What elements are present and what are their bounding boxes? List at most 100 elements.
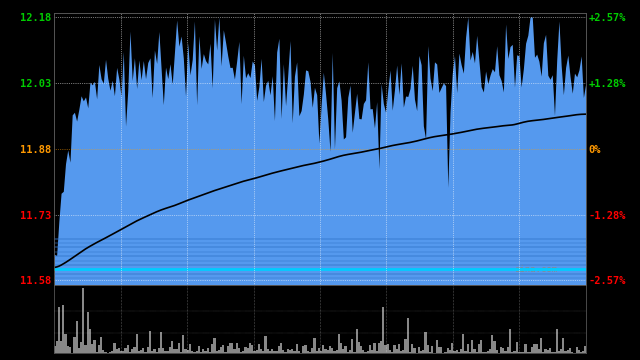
Bar: [127, 345, 129, 353]
Bar: [493, 341, 495, 353]
Bar: [371, 350, 373, 353]
Bar: [396, 349, 398, 353]
Bar: [500, 347, 502, 353]
Bar: [173, 349, 175, 353]
Bar: [53, 346, 56, 353]
Bar: [249, 343, 251, 353]
Bar: [538, 350, 540, 353]
Bar: [458, 352, 460, 353]
Bar: [511, 352, 513, 353]
Bar: [284, 352, 287, 353]
Bar: [387, 344, 389, 353]
Bar: [86, 312, 89, 353]
Bar: [291, 350, 293, 353]
Bar: [411, 344, 413, 353]
Bar: [349, 350, 351, 353]
Bar: [222, 345, 225, 353]
Bar: [449, 350, 451, 353]
Bar: [258, 344, 260, 353]
Bar: [113, 343, 116, 353]
Bar: [69, 347, 71, 353]
Bar: [154, 349, 156, 353]
Bar: [556, 329, 558, 353]
Bar: [333, 351, 335, 353]
Bar: [122, 351, 124, 353]
Bar: [569, 348, 571, 353]
Bar: [380, 341, 382, 353]
Bar: [460, 348, 462, 353]
Bar: [320, 351, 322, 353]
Bar: [246, 348, 249, 353]
Bar: [502, 348, 504, 353]
Bar: [287, 349, 289, 353]
Bar: [402, 350, 404, 353]
Bar: [298, 351, 300, 353]
Bar: [356, 329, 358, 353]
Bar: [474, 348, 476, 353]
Bar: [236, 342, 238, 353]
Bar: [564, 351, 566, 353]
Bar: [360, 346, 362, 353]
Bar: [262, 351, 264, 353]
Bar: [344, 346, 347, 353]
Bar: [518, 352, 520, 353]
Bar: [82, 288, 84, 353]
Bar: [293, 351, 296, 353]
Bar: [175, 349, 178, 353]
Bar: [311, 348, 314, 353]
Bar: [98, 345, 100, 353]
Bar: [467, 343, 469, 353]
Bar: [56, 341, 58, 353]
Bar: [129, 352, 131, 353]
Bar: [462, 334, 465, 353]
Bar: [362, 350, 364, 353]
Bar: [566, 350, 569, 353]
Bar: [367, 351, 369, 353]
Bar: [229, 343, 231, 353]
Bar: [427, 345, 429, 353]
Bar: [326, 350, 329, 353]
Bar: [253, 351, 255, 353]
Bar: [489, 348, 491, 353]
Bar: [180, 352, 182, 353]
Bar: [227, 346, 229, 353]
Bar: [169, 347, 171, 353]
Bar: [529, 352, 531, 353]
Bar: [338, 334, 340, 353]
Bar: [480, 340, 483, 353]
Bar: [191, 351, 193, 353]
Bar: [524, 344, 527, 353]
Bar: [373, 343, 376, 353]
Bar: [231, 343, 234, 353]
Bar: [436, 340, 438, 353]
Bar: [476, 352, 478, 353]
Bar: [220, 347, 222, 353]
Bar: [67, 346, 69, 353]
Bar: [465, 351, 467, 353]
Bar: [358, 342, 360, 353]
Bar: [542, 352, 545, 353]
Bar: [160, 332, 162, 353]
Bar: [282, 350, 284, 353]
Bar: [456, 350, 458, 353]
Bar: [149, 331, 151, 353]
Bar: [483, 352, 484, 353]
Bar: [162, 348, 164, 353]
Bar: [271, 348, 273, 353]
Bar: [276, 351, 278, 353]
Bar: [398, 344, 400, 353]
Bar: [478, 344, 480, 353]
Bar: [202, 349, 204, 353]
Bar: [575, 347, 578, 353]
Bar: [440, 347, 442, 353]
Bar: [314, 338, 316, 353]
Bar: [578, 350, 580, 353]
Bar: [200, 352, 202, 353]
Bar: [65, 334, 67, 353]
Bar: [582, 351, 584, 353]
Bar: [136, 334, 138, 353]
Bar: [551, 351, 554, 353]
Bar: [353, 352, 356, 353]
Bar: [342, 348, 344, 353]
Bar: [335, 350, 338, 353]
